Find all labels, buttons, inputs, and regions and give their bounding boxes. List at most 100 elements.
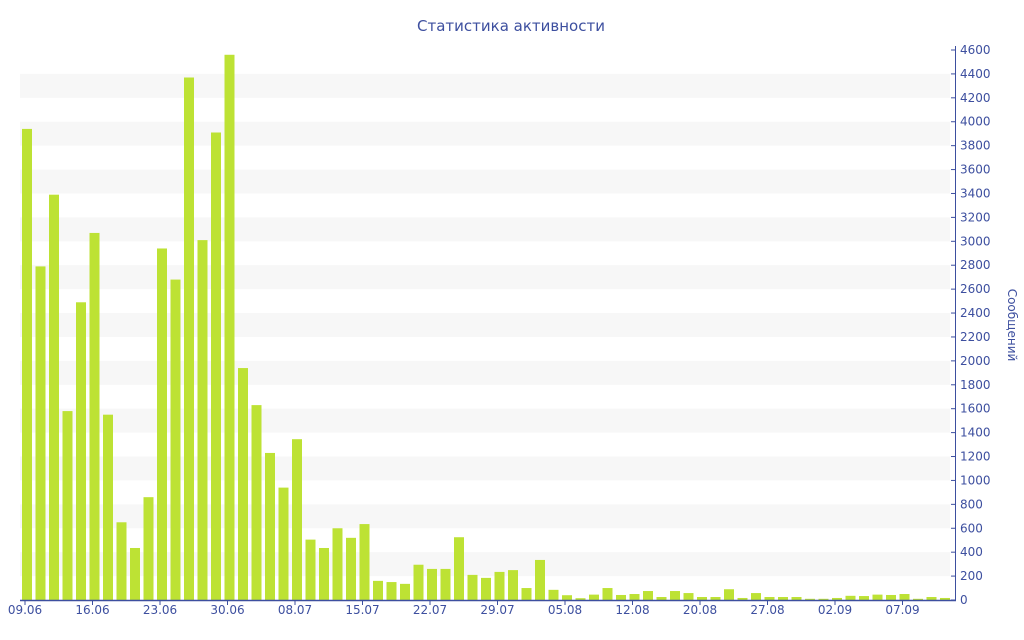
bar [805, 598, 815, 600]
x-tick-label: 29.07 [480, 603, 514, 617]
bar [521, 588, 532, 600]
bar [251, 405, 262, 600]
bar [670, 591, 680, 600]
x-tick-label: 23.06 [143, 603, 177, 617]
bar [697, 597, 707, 600]
bar [157, 248, 167, 600]
x-ticks: 09.06 16.06 23.06 30.06 08.07 15.07 22.07 29.07… [8, 600, 920, 617]
x-tick-label: 27.08 [750, 603, 784, 617]
bar [818, 598, 829, 600]
bar [184, 77, 194, 600]
y-tick-label: 600 [960, 521, 983, 535]
bar [629, 594, 640, 600]
bar [710, 597, 721, 600]
bar [872, 594, 883, 600]
bar [589, 594, 599, 600]
chart-title: Статистика активности [417, 17, 605, 35]
x-tick-label: 05.08 [548, 603, 582, 617]
x-tick-label: 09.06 [8, 603, 42, 617]
y-tick-label: 4000 [960, 115, 991, 129]
bar [400, 583, 410, 600]
x-tick-label: 20.08 [683, 603, 717, 617]
bar [899, 594, 910, 600]
grid-band [20, 121, 950, 146]
y-tick-label: 800 [960, 497, 983, 511]
bar [386, 582, 397, 600]
bars [22, 54, 950, 601]
bar [602, 588, 613, 600]
bar [940, 597, 950, 600]
bar [926, 597, 937, 600]
bar [413, 564, 424, 600]
bar [548, 589, 559, 600]
bar [103, 414, 113, 600]
x-tick-label: 15.07 [345, 603, 379, 617]
bar [832, 597, 842, 600]
bar [886, 594, 896, 600]
bar [656, 597, 667, 600]
bar [535, 559, 545, 600]
bar [616, 594, 626, 600]
x-tick-label: 07.09 [885, 603, 919, 617]
y-tick-label: 1600 [960, 402, 991, 416]
bar [35, 266, 46, 600]
bar [778, 597, 788, 600]
y-tick-label: 2200 [960, 330, 991, 344]
x-tick-label: 22.07 [413, 603, 447, 617]
bar [305, 539, 316, 600]
grid-bands [20, 73, 950, 577]
bar [22, 128, 32, 601]
bar [791, 597, 802, 600]
y-tick-label: 4400 [960, 67, 991, 81]
bar [751, 593, 761, 600]
grid-band [20, 169, 950, 194]
grid-band [20, 217, 950, 242]
bar [130, 547, 140, 600]
bar [116, 522, 127, 600]
y-tick-label: 3600 [960, 163, 991, 177]
grid-band [20, 360, 950, 385]
bar [467, 574, 478, 600]
bar [62, 411, 73, 600]
y-tick-label: 4600 [960, 43, 991, 57]
bar [265, 452, 275, 600]
bar [575, 598, 586, 600]
y-tick-label: 3800 [960, 139, 991, 153]
bar [845, 595, 856, 600]
bar [332, 528, 343, 600]
grid-band [20, 265, 950, 290]
y-tick-label: 2400 [960, 306, 991, 320]
y-axis-label: Сообщений [1005, 289, 1019, 362]
y-tick-label: 2800 [960, 258, 991, 272]
y-tick-label: 1400 [960, 426, 991, 440]
bar [238, 368, 248, 600]
bar [211, 132, 221, 600]
bar [562, 595, 572, 600]
y-tick-label: 200 [960, 569, 983, 583]
bar [278, 487, 289, 600]
y-tick-label: 400 [960, 545, 983, 559]
bar [913, 598, 923, 600]
y-tick-label: 2600 [960, 282, 991, 296]
bar [859, 596, 869, 600]
bar [89, 232, 100, 600]
y-tick-label: 3000 [960, 234, 991, 248]
bar [346, 537, 356, 600]
bar [643, 591, 653, 600]
y-tick-label: 3400 [960, 186, 991, 200]
x-tick-label: 16.06 [75, 603, 109, 617]
y-tick-label: 1000 [960, 473, 991, 487]
y-tick-label: 1200 [960, 450, 991, 464]
x-tick-label: 30.06 [210, 603, 244, 617]
bar [683, 593, 694, 600]
grid-band [20, 313, 950, 337]
bar [319, 547, 329, 600]
bar [49, 194, 59, 600]
bar [454, 537, 464, 600]
y-tick-label: 3200 [960, 210, 991, 224]
bar [170, 279, 181, 600]
bar [724, 589, 734, 600]
grid-band [20, 73, 950, 98]
y-ticks: 0 200 400 600 800 1000 1200 1400 1600 1800 2000 220… [951, 43, 991, 607]
